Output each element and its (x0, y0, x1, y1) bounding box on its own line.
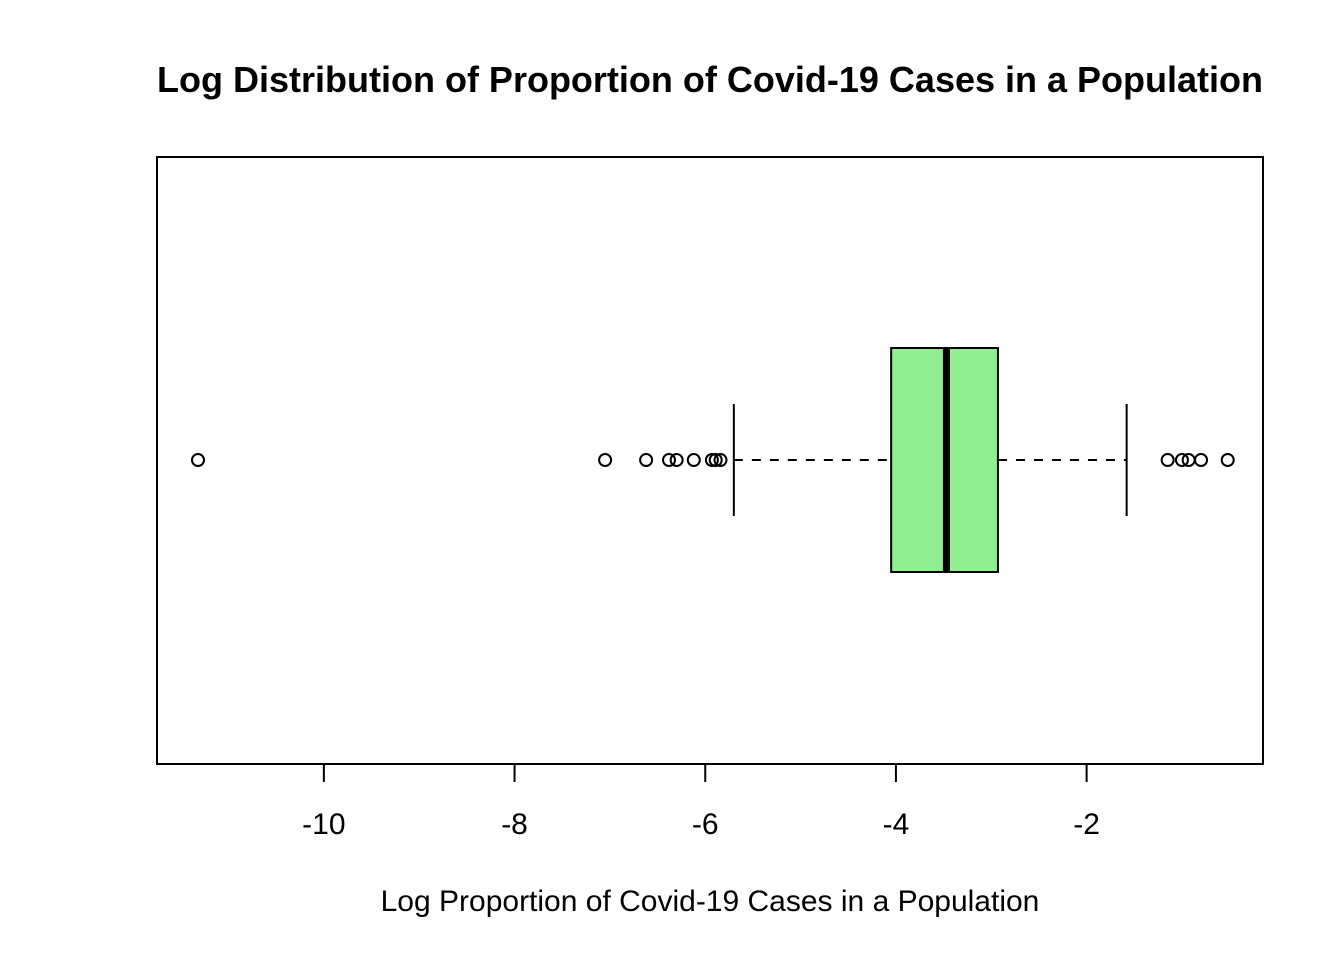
outlier-point (713, 453, 728, 467)
outlier-point (639, 453, 654, 467)
outlier-point (704, 453, 719, 467)
outlier-point (1220, 453, 1235, 467)
outlier-point (1194, 453, 1209, 467)
outlier-point (1174, 453, 1189, 467)
outlier-point (686, 453, 701, 467)
chart-title: Log Distribution of Proportion of Covid-… (157, 59, 1263, 100)
x-tick-label: -8 (501, 808, 528, 841)
x-tick-label: -2 (1073, 808, 1100, 841)
outlier-point (1160, 453, 1175, 467)
x-tick-label: -4 (883, 808, 910, 841)
outlier-point (662, 453, 677, 467)
x-axis: -10 -8 -6 -4 -2 (302, 764, 1100, 841)
outlier-point (598, 453, 613, 467)
x-axis-label: Log Proportion of Covid-19 Cases in a Po… (381, 885, 1040, 918)
x-tick-label: -10 (302, 808, 345, 841)
plot-frame (156, 156, 1264, 765)
outlier-point (190, 453, 205, 467)
boxplot-series (190, 347, 1235, 573)
outlier-point (708, 453, 723, 467)
outlier-point (669, 453, 684, 467)
x-tick-label: -6 (692, 808, 719, 841)
